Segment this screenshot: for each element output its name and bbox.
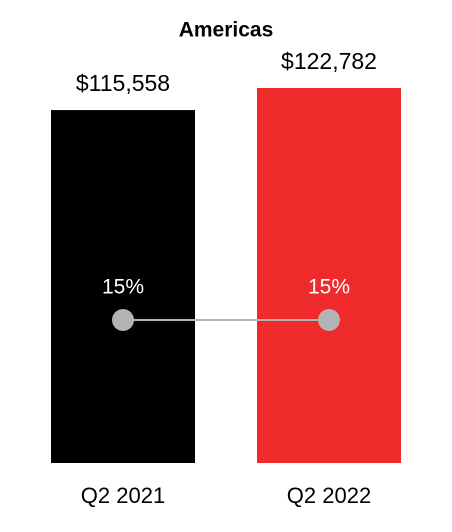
bar: [51, 110, 195, 464]
bar: [257, 88, 401, 463]
chart-title: Americas: [179, 19, 274, 42]
x-tick-label: Q2 2021: [81, 483, 165, 508]
percent-label: 15%: [102, 276, 144, 299]
percent-label: 15%: [308, 276, 350, 299]
value-label: $115,558: [76, 70, 170, 96]
value-label: $122,782: [281, 48, 377, 74]
percent-dot: [112, 309, 134, 331]
percent-dot: [318, 309, 340, 331]
x-tick-label: Q2 2022: [287, 483, 371, 508]
